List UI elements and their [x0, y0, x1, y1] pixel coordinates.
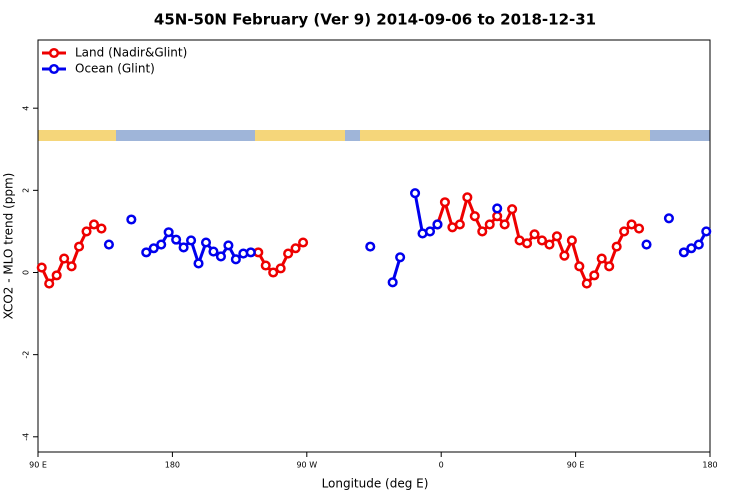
data-point — [581, 278, 592, 289]
data-point — [290, 243, 301, 254]
data-point — [424, 226, 436, 237]
data-point — [81, 226, 92, 237]
data-point — [432, 219, 443, 230]
data-point — [462, 192, 473, 203]
data-point — [619, 226, 630, 237]
plot-frame — [37, 39, 711, 453]
data-point — [477, 226, 488, 237]
data-point — [566, 235, 577, 246]
data-point — [66, 261, 77, 272]
data-point — [686, 243, 697, 254]
y-tick-label: 2 — [22, 188, 31, 193]
y-axis-label: XCO2 - MLO trend (ppm) — [2, 173, 16, 320]
data-point — [156, 239, 167, 250]
data-point — [439, 197, 450, 208]
data-point — [59, 253, 70, 264]
x-tick-label: 90 E — [29, 461, 47, 470]
x-tick-label: 180 — [702, 461, 717, 470]
data-point — [178, 242, 189, 253]
data-point — [163, 227, 174, 238]
data-point — [611, 241, 622, 252]
data-point — [215, 251, 226, 262]
map-strip — [38, 130, 710, 141]
data-point — [141, 247, 152, 258]
data-point — [529, 229, 540, 240]
data-point — [275, 263, 286, 274]
data-point — [507, 204, 518, 215]
data-point — [245, 247, 256, 258]
data-point — [551, 231, 562, 242]
data-point — [544, 239, 555, 250]
x-tick-label: 90 W — [296, 461, 317, 470]
y-tick-label: -2 — [22, 351, 31, 359]
legend-label: Land (Nadir&Glint) — [75, 46, 187, 60]
land-band — [38, 130, 116, 141]
data-point — [522, 238, 533, 249]
chart-title: 45N-50N February (Ver 9) 2014-09-06 to 2… — [154, 11, 596, 29]
data-point — [283, 248, 294, 259]
data-point — [200, 237, 212, 248]
data-point — [148, 243, 159, 254]
data-point — [678, 247, 689, 258]
data-point — [663, 213, 674, 224]
data-point — [44, 278, 55, 289]
land-band — [255, 130, 345, 141]
data-point — [499, 219, 510, 230]
data-point — [298, 237, 309, 248]
data-point — [604, 261, 615, 272]
data-point — [492, 203, 503, 214]
data-point — [469, 211, 480, 222]
data-point — [186, 235, 197, 246]
x-tick-label: 90 E — [567, 461, 585, 470]
data-point — [641, 239, 652, 250]
data-point — [395, 252, 406, 263]
data-point — [96, 223, 107, 234]
data-point — [454, 219, 465, 230]
data-point — [626, 219, 637, 230]
x-axis-label: Longitude (deg E) — [322, 477, 429, 491]
data-point — [701, 226, 712, 237]
data-point — [693, 239, 704, 250]
data-point — [193, 258, 204, 269]
y-tick-label: -4 — [22, 433, 31, 441]
data-point — [88, 219, 100, 230]
data-point — [559, 250, 570, 261]
x-tick-label: 180 — [165, 461, 180, 470]
data-point — [230, 254, 241, 265]
x-tick-label: 0 — [439, 461, 444, 470]
data-point — [589, 270, 600, 281]
data-point — [103, 239, 114, 250]
legend-marker — [48, 63, 60, 75]
data-point — [634, 223, 645, 234]
data-point — [536, 235, 548, 246]
data-point — [223, 240, 234, 251]
data-point — [387, 277, 398, 288]
data-point — [365, 241, 376, 252]
legend-item: Land (Nadir&Glint) — [42, 46, 187, 60]
data-point — [484, 219, 495, 230]
data-point — [51, 270, 62, 281]
y-tick-label: 4 — [22, 106, 31, 111]
y-tick-label: 0 — [22, 270, 31, 275]
data-point — [74, 241, 85, 252]
legend-marker — [48, 47, 60, 59]
data-point — [410, 188, 421, 199]
data-point — [126, 214, 137, 225]
data-point — [268, 267, 279, 278]
data-point — [596, 253, 607, 264]
data-point — [208, 246, 219, 257]
series-line — [40, 222, 103, 287]
data-point — [36, 262, 47, 273]
legend-item: Ocean (Glint) — [42, 62, 155, 76]
data-point — [171, 234, 182, 245]
data-point — [574, 261, 585, 272]
land-band — [360, 130, 650, 141]
data-point — [492, 211, 503, 222]
data-point — [260, 260, 271, 271]
legend-label: Ocean (Glint) — [75, 62, 155, 76]
